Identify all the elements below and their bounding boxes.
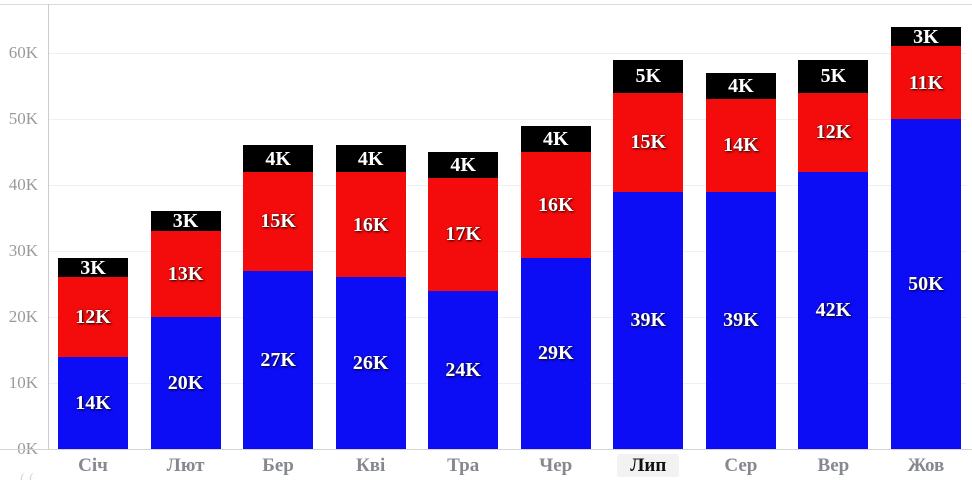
segment-value-label: 42K bbox=[815, 299, 852, 322]
middle-red-segment[interactable]: 15K bbox=[243, 171, 314, 271]
top-black-segment[interactable]: 4K bbox=[705, 72, 776, 100]
segment-value-label: 29K bbox=[537, 342, 574, 365]
bar-Лют[interactable]: 3K 13K 20K bbox=[150, 210, 221, 449]
gridline bbox=[49, 251, 966, 252]
segment-value-label: 3K bbox=[913, 25, 939, 48]
bottom-blue-segment[interactable]: 24K bbox=[428, 290, 499, 449]
y-axis-tick-label: 0K bbox=[17, 439, 38, 458]
chart-top-border bbox=[0, 4, 972, 5]
gridline bbox=[49, 53, 966, 54]
segment-value-label: 27K bbox=[260, 348, 296, 371]
gridline bbox=[49, 383, 966, 384]
bar-Вер[interactable]: 5K 12K 42K bbox=[798, 59, 869, 449]
segment-value-label: 16K bbox=[537, 193, 574, 216]
segment-value-label: 14K bbox=[723, 134, 759, 157]
bar-Кві[interactable]: 4K 16K 26K bbox=[335, 145, 406, 449]
bar-Жов[interactable]: 3K 11K 50K bbox=[890, 25, 961, 449]
segment-value-label: 4K bbox=[728, 74, 754, 97]
gridline bbox=[49, 185, 966, 186]
segment-value-label: 4K bbox=[357, 147, 384, 170]
y-axis-tick-label: 40K bbox=[8, 175, 38, 194]
segment-value-label: 24K bbox=[445, 358, 481, 381]
bottom-blue-segment[interactable]: 50K bbox=[890, 118, 961, 449]
x-axis-label-Лип[interactable]: Лип bbox=[602, 452, 695, 480]
segment-value-label: 20K bbox=[167, 371, 204, 394]
middle-red-segment[interactable]: 13K bbox=[150, 231, 221, 317]
middle-red-segment[interactable]: 14K bbox=[705, 99, 776, 192]
bar-Лип[interactable]: 5K 15K 39K bbox=[613, 59, 684, 449]
middle-red-segment[interactable]: 11K bbox=[890, 46, 961, 119]
y-axis-tick-label: 20K bbox=[8, 307, 38, 326]
bar-Чер[interactable]: 4K 16K 29K bbox=[520, 125, 591, 449]
x-axis-label-Лют[interactable]: Лют bbox=[166, 455, 205, 476]
segment-value-label: 15K bbox=[630, 131, 667, 154]
segment-value-label: 39K bbox=[630, 309, 667, 332]
bottom-blue-segment[interactable]: 39K bbox=[705, 191, 776, 449]
middle-red-segment[interactable]: 15K bbox=[613, 92, 684, 192]
top-black-segment[interactable]: 5K bbox=[613, 59, 684, 93]
segment-value-label: 26K bbox=[352, 352, 389, 375]
top-black-segment[interactable]: 3K bbox=[58, 258, 128, 278]
x-axis-label-Чер[interactable]: Чер bbox=[539, 455, 573, 476]
top-black-segment[interactable]: 4K bbox=[520, 125, 591, 152]
segment-value-label: 12K bbox=[75, 305, 111, 328]
segment-value-label: 5K bbox=[820, 65, 847, 88]
y-axis-tick-label: 50K bbox=[8, 109, 38, 128]
segment-value-label: 17K bbox=[445, 223, 481, 246]
bottom-blue-segment[interactable]: 29K bbox=[520, 257, 591, 449]
y-axis-tick-label: 10K bbox=[8, 373, 38, 392]
x-axis-label-Сер[interactable]: Сер bbox=[724, 455, 758, 476]
segment-value-label: 4K bbox=[265, 147, 291, 170]
middle-red-segment[interactable]: 16K bbox=[335, 171, 406, 278]
x-axis-label-Січ[interactable]: Січ bbox=[78, 455, 108, 476]
x-axis-label-Тра[interactable]: Тра bbox=[447, 455, 480, 476]
x-axis-label-Жов[interactable]: Жов bbox=[907, 455, 945, 476]
gridline bbox=[49, 119, 966, 120]
segment-value-label: 4K bbox=[542, 127, 569, 150]
top-black-segment[interactable]: 3K bbox=[150, 210, 221, 233]
segment-value-label: 11K bbox=[908, 71, 944, 94]
segment-value-label: 3K bbox=[80, 256, 106, 279]
x-axis-label-Бер[interactable]: Бер bbox=[262, 455, 294, 476]
y-axis-tick-label: 30K bbox=[8, 241, 38, 260]
segment-value-label: 50K bbox=[908, 272, 944, 295]
bottom-blue-segment[interactable]: 20K bbox=[150, 316, 221, 449]
middle-red-segment[interactable]: 12K bbox=[798, 92, 869, 172]
segment-value-label: 12K bbox=[815, 121, 852, 144]
gridline bbox=[49, 317, 966, 318]
middle-red-segment[interactable]: 12K bbox=[58, 277, 128, 357]
segment-value-label: 13K bbox=[167, 263, 204, 286]
bar-Січ[interactable]: 3K 12K 14K bbox=[58, 258, 128, 449]
top-black-segment[interactable]: 5K bbox=[798, 59, 869, 93]
top-black-segment[interactable]: 4K bbox=[243, 145, 314, 172]
bar-Бер[interactable]: 4K 15K 27K bbox=[243, 145, 314, 449]
clipped-text-fragment: (( bbox=[20, 471, 38, 480]
middle-red-segment[interactable]: 17K bbox=[428, 178, 499, 291]
segment-value-label: 39K bbox=[723, 309, 759, 332]
x-axis-line bbox=[0, 449, 972, 450]
segment-value-label: 14K bbox=[75, 391, 111, 414]
segment-value-label: 4K bbox=[450, 154, 476, 177]
bottom-blue-segment[interactable]: 26K bbox=[335, 277, 406, 449]
middle-red-segment[interactable]: 16K bbox=[520, 151, 591, 258]
segment-value-label: 5K bbox=[635, 65, 662, 88]
segment-value-label: 16K bbox=[352, 213, 389, 236]
top-black-segment[interactable]: 4K bbox=[335, 145, 406, 172]
top-black-segment[interactable]: 4K bbox=[428, 152, 499, 179]
bottom-blue-segment[interactable]: 14K bbox=[58, 356, 128, 449]
bottom-blue-segment[interactable]: 39K bbox=[613, 191, 684, 449]
y-axis-tick-label: 60K bbox=[8, 43, 38, 62]
bottom-blue-segment[interactable]: 42K bbox=[798, 171, 869, 449]
x-axis-label-highlight: Лип bbox=[617, 454, 680, 477]
x-axis-label-Кві[interactable]: Кві bbox=[355, 455, 386, 476]
bar-Тра[interactable]: 4K 17K 24K bbox=[428, 152, 499, 449]
bottom-blue-segment[interactable]: 27K bbox=[243, 270, 314, 449]
segment-value-label: 15K bbox=[260, 210, 296, 233]
x-axis-label-Вер[interactable]: Вер bbox=[817, 455, 850, 476]
segment-value-label: 3K bbox=[172, 210, 199, 233]
bar-Сер[interactable]: 4K 14K 39K bbox=[705, 72, 776, 449]
top-black-segment[interactable]: 3K bbox=[890, 25, 961, 48]
y-axis-line bbox=[48, 4, 49, 450]
